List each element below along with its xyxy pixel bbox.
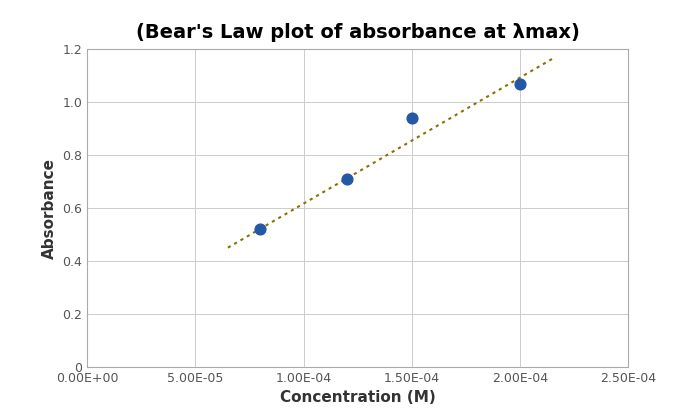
- Point: [255, 226, 266, 232]
- Title: (Bear's Law plot of absorbance at λmax): (Bear's Law plot of absorbance at λmax): [136, 23, 579, 42]
- Point: [341, 176, 352, 182]
- Point: [514, 80, 526, 87]
- Y-axis label: Absorbance: Absorbance: [42, 157, 57, 259]
- Point: [406, 115, 417, 122]
- X-axis label: Concentration (M): Concentration (M): [280, 390, 436, 405]
